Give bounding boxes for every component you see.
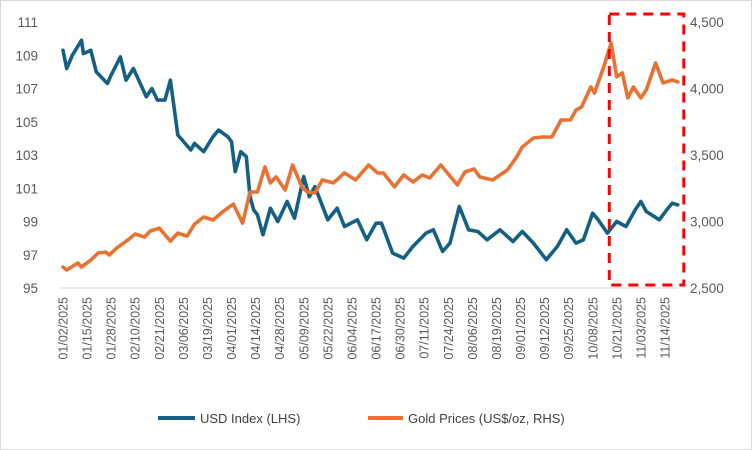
series-line-gold-prices — [61, 41, 680, 272]
x-tick-label: 10/08/2025 — [586, 297, 600, 360]
x-tick-label: 06/04/2025 — [345, 297, 359, 360]
x-tick-label: 09/01/2025 — [514, 297, 528, 360]
y-right-tick-label: 3,500 — [690, 148, 724, 163]
y-left-tick-label: 97 — [23, 248, 38, 263]
x-tick-label: 08/06/2025 — [466, 297, 480, 360]
x-tick-label: 03/19/2025 — [201, 297, 215, 360]
x-tick-label: 10/21/2025 — [610, 297, 624, 360]
y-left-tick-label: 109 — [15, 48, 38, 63]
y-left-tick-label: 111 — [17, 15, 38, 30]
x-tick-label: 03/06/2025 — [177, 297, 191, 360]
x-tick-label: 04/28/2025 — [273, 297, 287, 360]
x-tick-label: 11/03/2025 — [634, 297, 648, 359]
y-left-tick-label: 101 — [15, 181, 38, 196]
x-tick-label: 02/21/2025 — [153, 297, 167, 360]
x-tick-label: 09/25/2025 — [562, 297, 576, 360]
x-tick-label: 11/14/2025 — [659, 297, 673, 359]
x-tick-label: 04/14/2025 — [249, 297, 263, 360]
legend-label-gold-prices: Gold Prices (US$/oz, RHS) — [408, 411, 565, 426]
x-tick-label: 06/17/2025 — [370, 297, 384, 360]
y-left-tick-label: 105 — [15, 115, 38, 130]
legend: USD Index (LHS) Gold Prices (US$/oz, RHS… — [158, 411, 565, 426]
x-tick-label: 04/01/2025 — [225, 297, 239, 360]
x-tick-label: 02/10/2025 — [129, 297, 143, 360]
x-tick-label: 05/22/2025 — [321, 297, 335, 360]
x-tick-label: 01/28/2025 — [105, 297, 119, 360]
y-right-tick-label: 4,000 — [690, 82, 724, 97]
y-left-tick-label: 95 — [23, 281, 38, 296]
x-tick-label: 06/30/2025 — [394, 297, 408, 360]
x-tick-label: 07/24/2025 — [442, 297, 456, 360]
y-left-tick-label: 99 — [23, 215, 38, 230]
y-right-tick-label: 4,500 — [690, 15, 724, 30]
y-right-tick-label: 2,500 — [690, 281, 724, 296]
y-axis-right: 2,500 3,000 3,500 4,000 4,500 — [690, 15, 724, 296]
x-tick-label: 07/11/2025 — [418, 297, 432, 359]
y-left-tick-label: 103 — [15, 148, 38, 163]
x-tick-label: 08/19/2025 — [490, 297, 504, 360]
y-right-tick-label: 3,000 — [690, 215, 724, 230]
x-tick-label: 01/02/2025 — [57, 297, 71, 360]
y-axis-left: 95 97 99 101 103 105 107 109 111 — [15, 15, 38, 296]
x-tick-label: 05/09/2025 — [297, 297, 311, 360]
x-tick-label: 09/12/2025 — [538, 297, 552, 360]
legend-label-usd-index: USD Index (LHS) — [200, 411, 300, 426]
series-line-usd-index — [61, 38, 680, 262]
x-tick-label: 01/15/2025 — [81, 297, 95, 360]
y-left-tick-label: 107 — [15, 82, 38, 97]
x-axis: 01/02/2025 01/15/2025 01/28/2025 02/10/2025… — [57, 297, 673, 360]
highlight-box — [607, 12, 686, 287]
plot-area — [61, 38, 680, 272]
